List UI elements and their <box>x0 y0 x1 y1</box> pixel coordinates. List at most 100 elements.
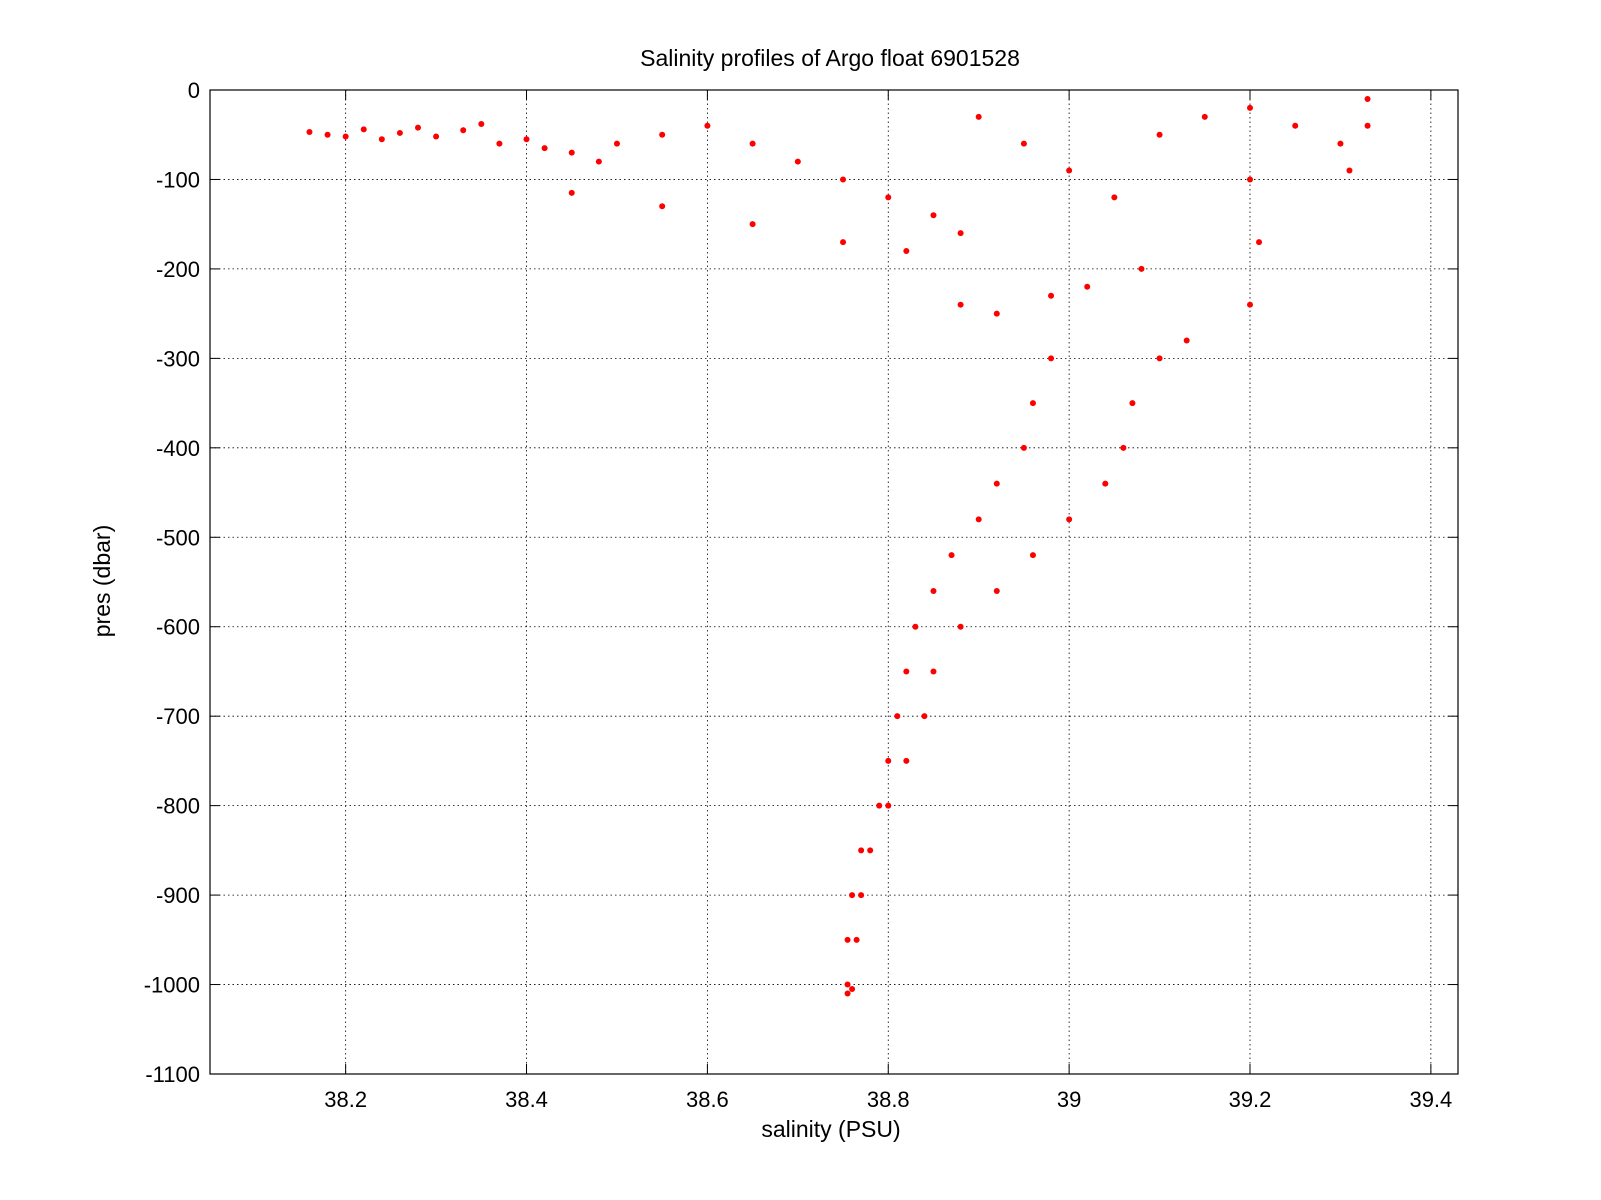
data-point <box>858 847 865 854</box>
data-point <box>496 140 503 147</box>
data-point <box>1138 265 1145 272</box>
data-point <box>659 131 666 138</box>
data-point <box>903 248 910 255</box>
y-axis-label: pres (dbar) <box>89 525 115 637</box>
data-point <box>930 212 937 219</box>
data-point <box>993 480 1000 487</box>
y-tick-label: 0 <box>188 78 200 103</box>
y-tick-label: -900 <box>156 883 200 908</box>
data-point <box>849 892 856 899</box>
data-point <box>568 149 575 156</box>
data-point <box>1020 444 1027 451</box>
data-point <box>1183 337 1190 344</box>
x-tick-label: 38.2 <box>324 1087 367 1112</box>
y-tick-label: -600 <box>156 615 200 640</box>
axes <box>209 89 1459 1075</box>
y-tick-label: -1100 <box>145 1062 200 1087</box>
data-point <box>1156 355 1163 362</box>
data-point <box>613 140 620 147</box>
data-point <box>885 802 892 809</box>
data-point <box>1020 140 1027 147</box>
data-point <box>1066 167 1073 174</box>
data-point <box>853 936 860 943</box>
chart-title: Salinity profiles of Argo float 6901528 <box>640 45 1020 71</box>
data-point <box>1156 131 1163 138</box>
data-point <box>541 145 548 152</box>
data-point <box>324 131 331 138</box>
data-point <box>360 126 367 133</box>
x-tick-label: 38.6 <box>686 1087 729 1112</box>
data-point <box>885 194 892 201</box>
data-point <box>749 140 756 147</box>
data-point <box>1048 292 1055 299</box>
data-point <box>1247 104 1253 111</box>
data-point <box>894 713 901 720</box>
data-point <box>1048 355 1055 362</box>
data-point <box>595 158 602 165</box>
data-point <box>1337 140 1344 147</box>
data-point <box>903 757 910 764</box>
data-point <box>930 587 937 594</box>
data-point <box>433 133 440 140</box>
y-tick-label: -300 <box>156 346 200 371</box>
y-tick-label: -800 <box>156 794 200 819</box>
data-point <box>1346 167 1353 174</box>
data-point <box>957 623 964 630</box>
data-point <box>957 230 964 237</box>
data-point <box>568 189 575 196</box>
data-point <box>858 892 865 899</box>
x-tick-label: 38.8 <box>867 1087 910 1112</box>
data-point <box>1102 480 1109 487</box>
data-point <box>1111 194 1118 201</box>
y-tick-label: -400 <box>156 436 200 461</box>
data-point <box>957 301 964 308</box>
data-point <box>844 990 851 997</box>
data-point <box>1129 400 1136 407</box>
data-point <box>885 757 892 764</box>
data-point <box>930 668 937 675</box>
x-tick-label: 38.4 <box>505 1087 548 1112</box>
data-point <box>993 587 1000 594</box>
y-tick-label: -500 <box>156 525 200 550</box>
data-point <box>1256 239 1263 246</box>
data-point <box>415 124 421 131</box>
data-point <box>975 113 982 120</box>
data-point <box>844 981 851 988</box>
data-point <box>749 221 756 228</box>
data-point <box>1029 552 1036 559</box>
data-point <box>1247 176 1253 183</box>
data-point <box>478 120 485 127</box>
data-point <box>1029 400 1036 407</box>
y-tick-label: -1000 <box>144 973 200 998</box>
x-tick-labels: 38.2 38.4 38.6 38.8 39 39.2 39.4 <box>324 1087 1452 1112</box>
data-point <box>396 129 403 136</box>
data-point <box>704 122 711 129</box>
x-tick-label: 39.2 <box>1229 1087 1272 1112</box>
x-axis-label: salinity (PSU) <box>761 1116 900 1142</box>
data-point <box>849 986 856 993</box>
data-point <box>948 552 955 559</box>
data-point <box>903 668 910 675</box>
data-point <box>912 623 919 630</box>
data-point <box>975 516 982 523</box>
data-point <box>1084 283 1091 290</box>
data-point <box>867 847 874 854</box>
data-point <box>993 310 1000 317</box>
data-point <box>306 129 313 136</box>
plot-frame <box>209 89 1459 1075</box>
data-point <box>523 136 530 143</box>
data-point <box>1201 113 1208 120</box>
data-point <box>1292 122 1299 129</box>
data-point <box>1120 444 1127 451</box>
data-point <box>840 239 847 246</box>
data-point <box>844 936 851 943</box>
x-tick-label: 39.4 <box>1409 1087 1452 1112</box>
data-point <box>659 203 666 210</box>
data-point <box>876 802 883 809</box>
data-point <box>921 713 928 720</box>
data-point <box>1247 301 1253 308</box>
y-tick-label: -200 <box>156 257 200 282</box>
data-point <box>840 176 847 183</box>
y-tick-label: -100 <box>156 167 200 192</box>
